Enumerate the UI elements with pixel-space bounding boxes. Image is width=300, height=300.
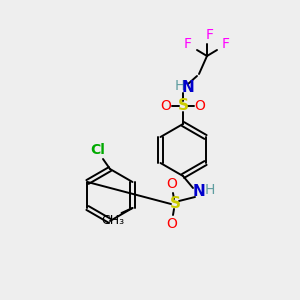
Text: S: S bbox=[169, 196, 181, 211]
Text: CH₃: CH₃ bbox=[101, 214, 124, 227]
Text: S: S bbox=[178, 98, 188, 113]
Text: F: F bbox=[206, 28, 214, 42]
Text: O: O bbox=[167, 177, 177, 191]
Text: O: O bbox=[167, 217, 177, 231]
Text: N: N bbox=[182, 80, 194, 95]
Text: O: O bbox=[195, 99, 206, 113]
Text: N: N bbox=[193, 184, 206, 200]
Text: H: H bbox=[205, 183, 215, 197]
Text: F: F bbox=[184, 37, 192, 51]
Text: H: H bbox=[175, 79, 185, 93]
Text: Cl: Cl bbox=[91, 143, 105, 157]
Text: F: F bbox=[222, 37, 230, 51]
Text: O: O bbox=[160, 99, 171, 113]
